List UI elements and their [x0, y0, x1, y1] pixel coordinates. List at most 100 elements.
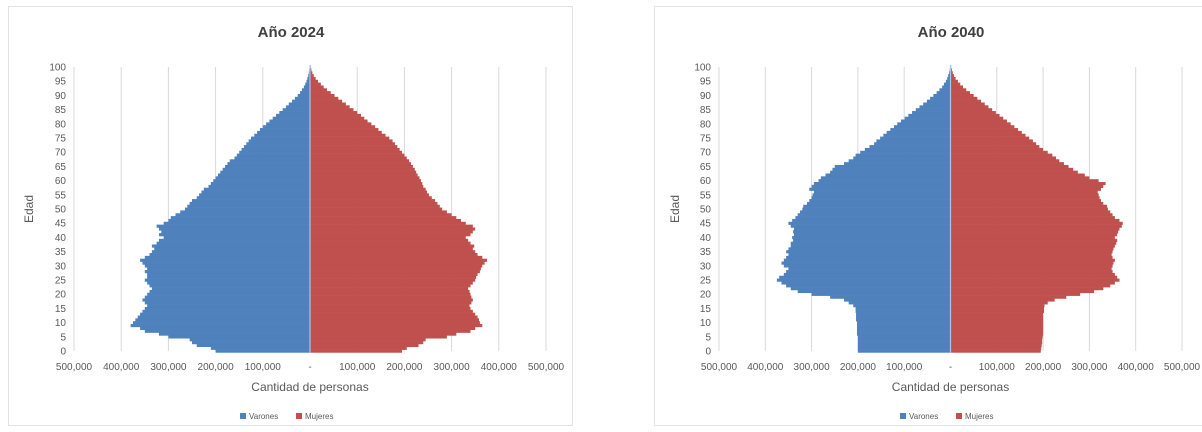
bar-varones: [939, 88, 951, 92]
bar-mujeres: [950, 306, 1045, 311]
bar-mujeres: [950, 145, 1040, 149]
bar-mujeres: [950, 147, 1044, 152]
y-tick-label: 40: [55, 233, 67, 244]
bar-varones: [794, 227, 951, 231]
bar-varones: [251, 136, 310, 140]
bar-mujeres: [950, 184, 1104, 188]
bar-varones: [239, 150, 310, 154]
bar-mujeres: [310, 221, 466, 225]
bar-varones: [140, 326, 310, 330]
bar-mujeres: [310, 238, 469, 242]
bar-varones: [786, 284, 951, 288]
x-tick-label: 500,000: [56, 362, 93, 373]
bar-mujeres: [310, 74, 314, 78]
bar-varones: [788, 267, 951, 271]
bar-varones: [301, 88, 310, 92]
bar-mujeres: [310, 329, 471, 333]
bar-varones: [158, 332, 310, 336]
bar-varones: [945, 79, 951, 83]
legend-swatch-varones: [240, 413, 246, 419]
bar-mujeres: [310, 159, 410, 163]
bar-varones: [876, 139, 951, 143]
bar-varones: [788, 247, 951, 251]
bar-varones: [949, 71, 951, 75]
bar-varones: [923, 102, 951, 106]
bar-mujeres: [310, 287, 469, 291]
y-tick-label: 20: [700, 290, 712, 301]
legend-swatch-mujeres: [296, 413, 302, 419]
legend-label-mujeres: Mujeres: [305, 412, 333, 421]
bar-mujeres: [310, 113, 361, 117]
bar-mujeres: [950, 218, 1120, 223]
bar-varones: [158, 227, 310, 231]
y-tick-label: 65: [700, 162, 712, 173]
bar-mujeres: [950, 255, 1113, 259]
bar-mujeres: [310, 338, 426, 342]
bar-mujeres: [310, 170, 417, 174]
bar-mujeres: [310, 298, 473, 302]
bar-varones: [797, 289, 951, 294]
bar-varones: [215, 176, 310, 180]
y-tick-label: 75: [700, 134, 712, 145]
bar-varones: [795, 216, 951, 220]
chart-title: Año 2024: [258, 24, 325, 41]
bar-varones: [175, 213, 310, 217]
bar-varones: [792, 235, 951, 240]
bar-mujeres: [950, 150, 1048, 154]
bar-varones: [844, 162, 951, 166]
bar-varones: [147, 272, 310, 277]
bar-varones: [156, 224, 310, 228]
bar-mujeres: [310, 179, 421, 183]
y-tick-label: 90: [55, 91, 67, 102]
bar-mujeres: [950, 119, 1007, 123]
x-tick-label: 200,000: [1025, 362, 1062, 373]
bar-mujeres: [310, 79, 319, 83]
bar-mujeres: [950, 142, 1037, 146]
bar-varones: [834, 164, 951, 169]
y-tick-label: 15: [700, 304, 712, 315]
bar-mujeres: [950, 315, 1044, 319]
bar-varones: [248, 139, 310, 143]
bar-varones: [234, 156, 310, 160]
y-tick-label: 100: [694, 63, 711, 74]
bar-varones: [254, 133, 310, 137]
bar-mujeres: [310, 332, 457, 336]
bar-varones: [818, 179, 951, 183]
bar-mujeres: [950, 213, 1113, 217]
legend-label-varones: Varones: [249, 412, 278, 421]
bar-varones: [853, 304, 951, 308]
bar-varones: [140, 312, 310, 316]
bar-mujeres: [310, 167, 415, 171]
bar-mujeres: [310, 184, 424, 188]
bar-varones: [213, 179, 310, 183]
bar-mujeres: [950, 343, 1042, 348]
bar-mujeres: [950, 332, 1044, 336]
x-tick-label: 100,000: [245, 362, 282, 373]
bar-mujeres: [950, 105, 989, 109]
bar-varones: [269, 119, 310, 123]
bar-varones: [788, 221, 951, 225]
bar-varones: [192, 341, 310, 345]
y-tick-label: 55: [55, 190, 67, 201]
bar-varones: [792, 218, 951, 223]
bar-varones: [856, 312, 951, 316]
bar-varones: [158, 233, 310, 237]
bar-mujeres: [310, 216, 457, 220]
bar-varones: [806, 201, 951, 206]
bar-mujeres: [950, 335, 1043, 339]
bar-varones: [797, 213, 951, 217]
bar-varones: [147, 304, 310, 308]
bar-varones: [904, 116, 951, 120]
bar-mujeres: [950, 193, 1099, 197]
bar-varones: [292, 99, 310, 103]
y-tick-label: 25: [700, 276, 712, 287]
bar-mujeres: [310, 318, 479, 322]
bar-mujeres: [950, 233, 1118, 237]
bar-varones: [227, 162, 310, 166]
bar-mujeres: [950, 99, 982, 103]
bar-varones: [857, 343, 951, 348]
bar-mujeres: [950, 270, 1113, 274]
bar-mujeres: [950, 88, 967, 92]
bar-varones: [820, 176, 951, 180]
bar-mujeres: [310, 235, 466, 240]
